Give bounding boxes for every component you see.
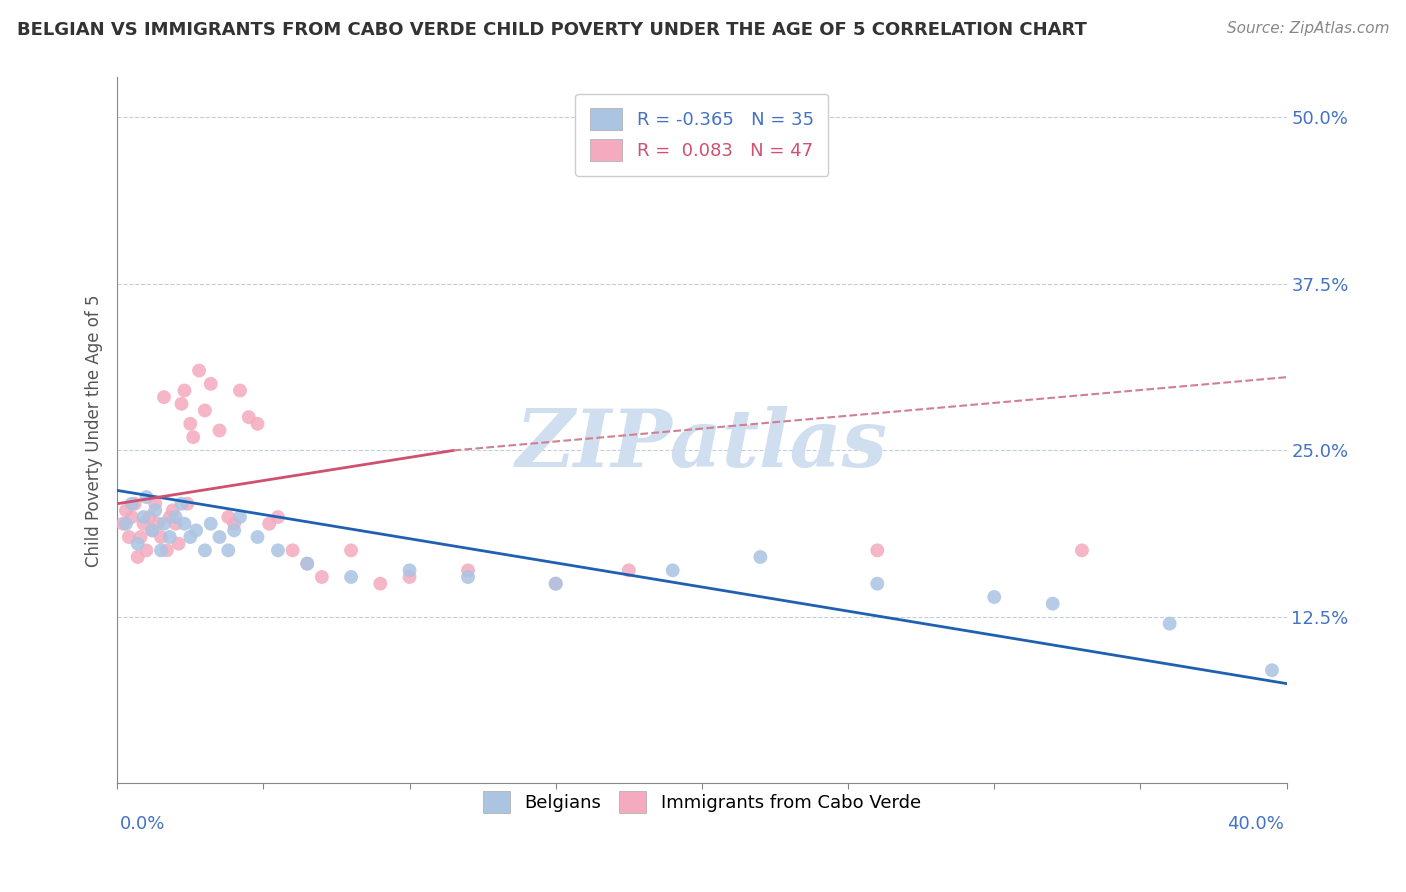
Point: [153, 390, 176, 404]
Point: [179, 530, 201, 544]
Point: [749, 549, 772, 564]
Point: [457, 570, 479, 584]
Point: [229, 510, 252, 524]
Point: [159, 530, 181, 544]
Point: [184, 524, 207, 538]
Point: [217, 510, 239, 524]
Point: [238, 410, 260, 425]
Point: [1071, 543, 1094, 558]
Point: [661, 563, 683, 577]
Point: [138, 510, 160, 524]
Point: [1159, 616, 1181, 631]
Point: [124, 497, 146, 511]
Point: [181, 430, 204, 444]
Point: [297, 557, 319, 571]
Point: [173, 516, 195, 531]
Text: ZIPatlas: ZIPatlas: [516, 406, 889, 483]
Point: [165, 516, 187, 531]
Point: [150, 543, 173, 558]
Point: [208, 530, 231, 544]
Point: [135, 490, 157, 504]
Point: [311, 570, 333, 584]
Point: [398, 563, 420, 577]
Point: [162, 503, 184, 517]
Point: [146, 516, 169, 531]
Point: [866, 576, 889, 591]
Point: [194, 543, 217, 558]
Point: [118, 530, 141, 544]
Point: [246, 530, 269, 544]
Point: [167, 537, 190, 551]
Point: [127, 549, 149, 564]
Point: [179, 417, 201, 431]
Point: [257, 516, 280, 531]
Point: [121, 497, 143, 511]
Point: [173, 384, 195, 398]
Point: [208, 424, 231, 438]
Point: [170, 397, 193, 411]
Point: [150, 530, 173, 544]
Point: [368, 576, 391, 591]
Point: [224, 516, 246, 531]
Point: [229, 384, 252, 398]
Point: [983, 590, 1005, 604]
Text: 0.0%: 0.0%: [120, 815, 165, 833]
Point: [132, 516, 155, 531]
Point: [340, 543, 363, 558]
Legend: Belgians, Immigrants from Cabo Verde: Belgians, Immigrants from Cabo Verde: [475, 784, 928, 821]
Text: 40.0%: 40.0%: [1227, 815, 1284, 833]
Point: [159, 510, 181, 524]
Point: [115, 503, 138, 517]
Point: [156, 543, 179, 558]
Point: [267, 543, 290, 558]
Point: [170, 497, 193, 511]
Text: BELGIAN VS IMMIGRANTS FROM CABO VERDE CHILD POVERTY UNDER THE AGE OF 5 CORRELATI: BELGIAN VS IMMIGRANTS FROM CABO VERDE CH…: [17, 21, 1087, 39]
Point: [617, 563, 640, 577]
Point: [340, 570, 363, 584]
Point: [132, 510, 155, 524]
Point: [246, 417, 269, 431]
Point: [188, 363, 211, 377]
Point: [1042, 597, 1064, 611]
Point: [267, 510, 290, 524]
Point: [127, 537, 149, 551]
Point: [297, 557, 319, 571]
Point: [224, 524, 246, 538]
Point: [457, 563, 479, 577]
Point: [1261, 663, 1284, 677]
Y-axis label: Child Poverty Under the Age of 5: Child Poverty Under the Age of 5: [86, 294, 103, 566]
Point: [129, 530, 152, 544]
Point: [200, 376, 222, 391]
Point: [143, 497, 166, 511]
Point: [141, 524, 163, 538]
Point: [544, 576, 567, 591]
Point: [200, 516, 222, 531]
Point: [176, 497, 198, 511]
Point: [217, 543, 239, 558]
Text: Source: ZipAtlas.com: Source: ZipAtlas.com: [1226, 21, 1389, 37]
Point: [121, 510, 143, 524]
Point: [194, 403, 217, 417]
Point: [143, 503, 166, 517]
Point: [544, 576, 567, 591]
Point: [135, 543, 157, 558]
Point: [153, 516, 176, 531]
Point: [398, 570, 420, 584]
Point: [866, 543, 889, 558]
Point: [115, 516, 138, 531]
Point: [165, 510, 187, 524]
Point: [281, 543, 304, 558]
Point: [141, 524, 163, 538]
Point: [112, 516, 135, 531]
